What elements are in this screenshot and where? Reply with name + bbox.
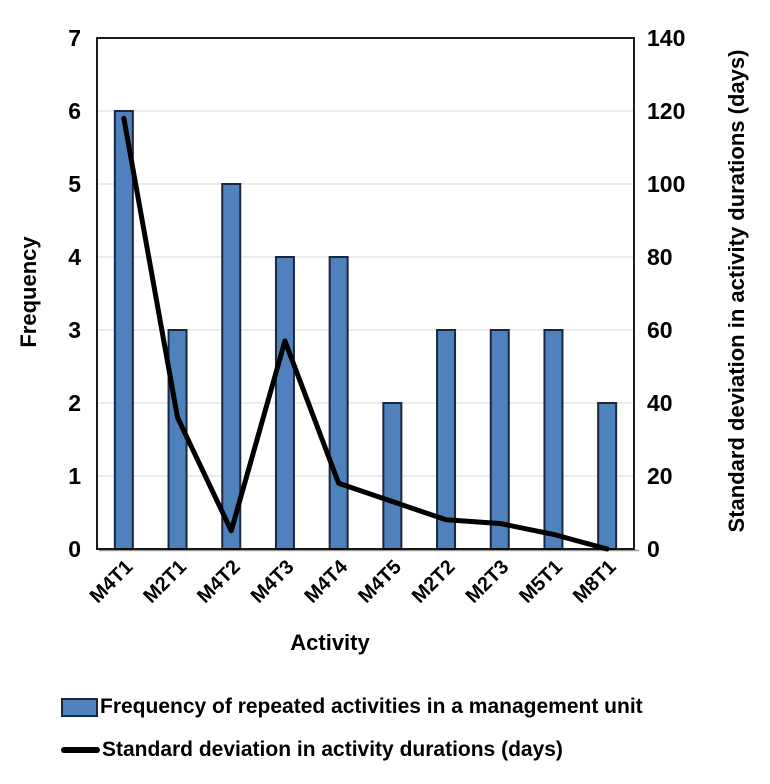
legend-label-stdev: Standard deviation in activity durations…	[102, 738, 563, 761]
category-label-M4T3: M4T3	[247, 556, 299, 608]
category-label-M2T3: M2T3	[462, 556, 514, 608]
right-axis-tick-label: 60	[647, 317, 673, 343]
x-axis-title: Activity	[290, 630, 370, 655]
left-axis-tick-label: 4	[68, 244, 81, 270]
plot-border	[96, 37, 635, 550]
right-axis-tick-label: 0	[647, 536, 660, 562]
bar-M4T3	[274, 256, 295, 550]
bar-M4T4	[328, 256, 349, 550]
bar-M4T5	[382, 402, 403, 550]
left-axis-tick-label: 1	[68, 463, 81, 489]
right-axis-title: Standard deviation in activity durations…	[724, 49, 749, 533]
legend: Frequency of repeated activities in a ma…	[61, 694, 643, 763]
category-label-M2T2: M2T2	[408, 556, 460, 608]
bar-M4T2	[221, 183, 242, 550]
left-axis-tick-label: 3	[68, 317, 81, 343]
bar-M8T1	[597, 402, 618, 550]
right-axis-tick-label: 80	[647, 244, 673, 270]
left-axis-tick-label: 2	[68, 390, 81, 416]
category-label-M5T1: M5T1	[515, 556, 567, 608]
right-axis-tick-label: 100	[647, 171, 685, 197]
right-axis-tick-label: 120	[647, 98, 685, 124]
category-label-M8T1: M8T1	[569, 556, 621, 608]
right-axis-tick-label: 20	[647, 463, 673, 489]
category-label-M4T4: M4T4	[300, 555, 352, 607]
right-axis-tick-label: 40	[647, 390, 673, 416]
category-label-M4T5: M4T5	[354, 556, 406, 608]
legend-item-stdev: Standard deviation in activity durations…	[61, 737, 643, 763]
bar-M2T3	[489, 329, 510, 550]
legend-label-frequency: Frequency of repeated activities in a ma…	[100, 695, 643, 718]
left-axis-title: Frequency	[16, 236, 41, 348]
left-axis-tick-label: 7	[68, 25, 81, 51]
right-axis-tick-label: 140	[647, 25, 685, 51]
line-swatch-icon	[61, 747, 100, 753]
bar-M5T1	[543, 329, 564, 550]
left-axis-tick-label: 5	[68, 171, 81, 197]
stdev-line	[121, 115, 610, 552]
left-axis-tick-label: 6	[68, 98, 81, 124]
category-label-M2T1: M2T1	[139, 556, 191, 608]
legend-item-frequency: Frequency of repeated activities in a ma…	[61, 694, 643, 720]
bar-swatch-icon	[61, 697, 98, 717]
category-label-M4T1: M4T1	[86, 556, 138, 608]
bar-M4T1	[113, 110, 134, 550]
bar-M2T1	[167, 329, 188, 550]
left-axis-tick-label: 0	[68, 536, 81, 562]
category-label-M4T2: M4T2	[193, 556, 245, 608]
